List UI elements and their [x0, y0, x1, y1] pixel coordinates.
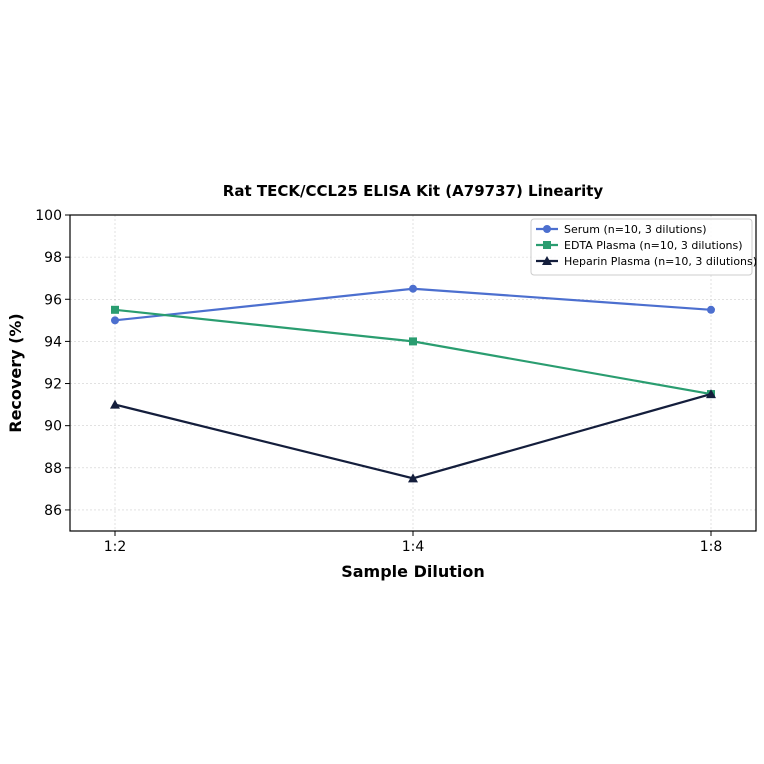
legend-box — [530, 218, 753, 276]
data-point — [409, 337, 417, 346]
chart-title: Rat TECK/CCL25 ELISA Kit (A79737) Linear… — [223, 182, 604, 200]
data-point — [706, 389, 716, 399]
data-point — [110, 399, 120, 409]
y-tick-label: 100 — [35, 208, 62, 224]
data-point — [111, 305, 119, 314]
x-tick-label: 1:4 — [402, 539, 425, 555]
x-axis-label: Sample Dilution — [341, 562, 485, 581]
y-tick-label: 98 — [44, 250, 62, 266]
y-axis-label: Recovery (%) — [6, 313, 25, 432]
legend-marker — [543, 241, 551, 249]
legend-item: EDTA Plasma (n=10, 3 dilutions) — [536, 239, 743, 252]
y-tick-label: 92 — [44, 377, 62, 393]
y-tick-label: 86 — [44, 503, 62, 519]
data-point — [408, 473, 418, 483]
series-1 — [111, 284, 715, 325]
legend: Serum (n=10, 3 dilutions) EDTA Plasma (n=… — [530, 218, 757, 276]
data-point — [707, 305, 715, 314]
series-layer — [110, 284, 716, 483]
x-axis: 1:2 1:4 1:8 — [104, 531, 723, 555]
legend-marker — [543, 225, 551, 233]
data-point — [111, 316, 119, 325]
y-tick-label: 96 — [44, 292, 62, 308]
legend-label: Heparin Plasma (n=10, 3 dilutions) — [564, 255, 757, 268]
legend-label: Serum (n=10, 3 dilutions) — [564, 223, 707, 236]
series-3 — [110, 389, 716, 483]
y-tick-label: 90 — [44, 419, 62, 435]
legend-marker — [542, 256, 552, 265]
data-point — [409, 284, 417, 293]
x-tick-label: 1:8 — [700, 539, 723, 555]
y-axis: 86 88 90 92 94 96 98 100 — [35, 208, 70, 519]
legend-label: EDTA Plasma (n=10, 3 dilutions) — [564, 239, 743, 252]
legend-item: Heparin Plasma (n=10, 3 dilutions) — [536, 255, 757, 268]
y-tick-label: 88 — [44, 461, 62, 477]
legend-item: Serum (n=10, 3 dilutions) — [536, 223, 707, 236]
x-tick-label: 1:2 — [104, 539, 127, 555]
y-tick-label: 94 — [44, 334, 62, 350]
